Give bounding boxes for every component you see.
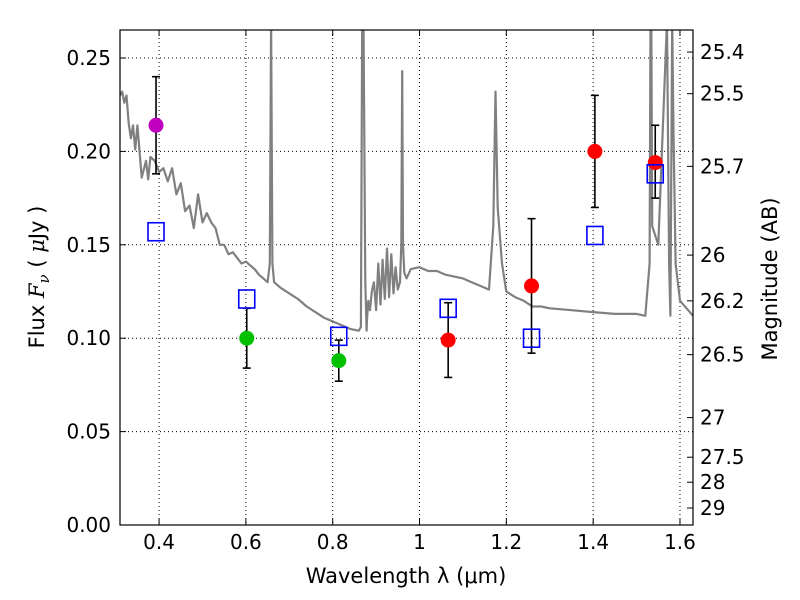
model-photometry-square [586, 225, 604, 246]
y2-tick-label: 25.7 [700, 154, 745, 178]
x-axis-label: Wavelength λ (μm) [306, 564, 507, 588]
spectrum-line [120, 30, 693, 332]
observed-flux-point [587, 143, 603, 159]
observed-flux-point [148, 117, 164, 133]
spectrum-layer [120, 30, 693, 332]
y2-tick-label: 25.5 [700, 82, 745, 106]
model-photometry-square [237, 289, 256, 309]
x-tick-labels: 0.4 0.6 0.8 1 1.2 1.4 1.6 [143, 530, 696, 554]
x-tick-label: 1.6 [664, 530, 696, 554]
y2-axis-label: Magnitude (AB) [758, 197, 782, 360]
points-layer [147, 75, 665, 382]
observed-flux-point [331, 353, 347, 369]
x-tick-label: 0.4 [143, 530, 175, 554]
y-tick-labels: 0.00 0.05 0.10 0.15 0.20 0.25 [66, 46, 111, 537]
x-tick-label: 0.6 [230, 530, 262, 554]
y2-tick-label: 26.2 [700, 289, 745, 313]
model-photometry-square [329, 326, 348, 347]
observed-flux-point [440, 332, 456, 348]
observed-flux-point [647, 155, 663, 171]
model-photometry-square [439, 298, 457, 319]
y2-tick-label: 29 [700, 496, 725, 520]
y-tick-label: 0.05 [66, 420, 111, 444]
y2-tick-label: 26.5 [700, 343, 745, 367]
x-tick-label: 1.4 [577, 530, 609, 554]
model-photometry-square [147, 221, 165, 242]
y2-tick-label: 27 [700, 406, 725, 430]
model-photometry-square [646, 164, 665, 184]
x-tick-label: 1.2 [490, 530, 522, 554]
y2-tick-label: 28 [700, 470, 725, 494]
y-tick-label: 0.25 [66, 46, 111, 70]
observed-flux-point [524, 278, 540, 294]
y-tick-label: 0.20 [66, 139, 111, 163]
x-tick-label: 1 [413, 530, 426, 554]
y-tick-label: 0.15 [66, 233, 111, 257]
grid [120, 30, 693, 526]
y-axis-label: Flux Fν ( μJy ) [25, 206, 53, 349]
plot-frame [119, 29, 694, 526]
tick-marks [120, 30, 693, 526]
y2-tick-label: 27.5 [700, 445, 745, 469]
y2-tick-label: 25.4 [700, 40, 745, 64]
observed-flux-point [239, 330, 255, 346]
x-tick-label: 0.8 [317, 530, 349, 554]
y-tick-label: 0.10 [66, 326, 111, 350]
y2-tick-label: 26 [700, 243, 725, 267]
y-tick-label: 0.00 [66, 513, 111, 537]
model-photometry-square [522, 328, 541, 349]
